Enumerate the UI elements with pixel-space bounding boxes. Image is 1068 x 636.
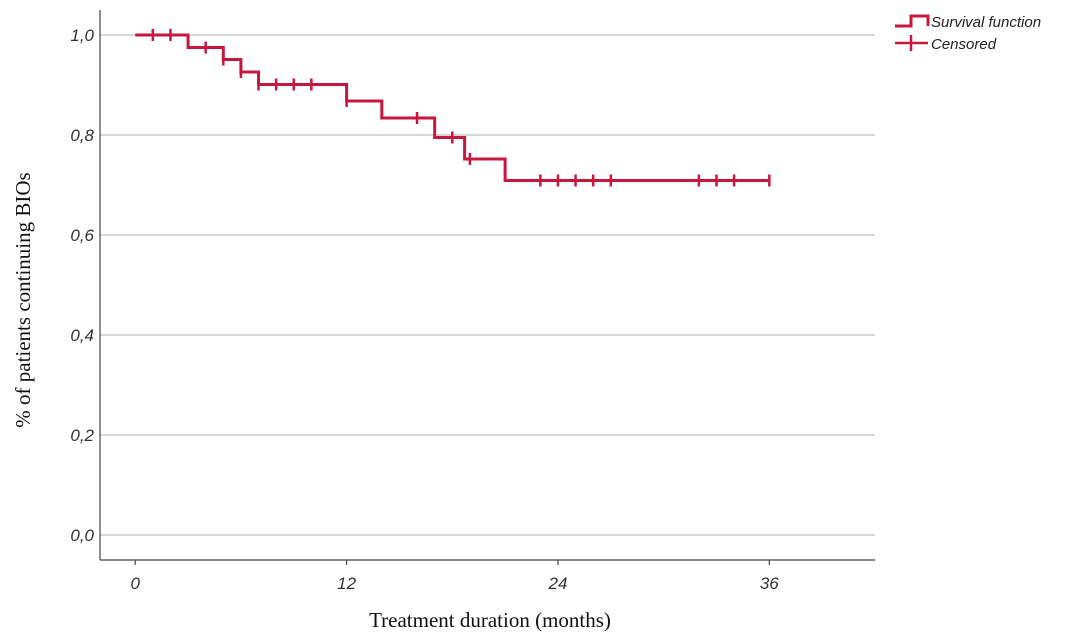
plot-area — [135, 29, 771, 187]
y-axis-title: % of patients continuing BIOs — [11, 172, 35, 427]
legend-survival-swatch — [895, 14, 930, 28]
tick-labels: 0,0 0,2 0,4 0,6 0,8 1,0 0 12 24 36 — [70, 26, 779, 593]
legend-survival-label: Survival function — [931, 14, 1041, 31]
y-tick-label: 0,8 — [70, 126, 94, 145]
x-axis-title: Treatment duration (months) — [369, 608, 611, 632]
grid-lines — [100, 34, 875, 536]
legend-censored-label: Censored — [931, 36, 997, 53]
legend-censored-swatch — [895, 35, 928, 51]
y-tick-label: 0,0 — [70, 526, 94, 545]
x-tick-label: 12 — [337, 574, 356, 593]
x-tick-label: 36 — [760, 574, 779, 593]
x-tick-label: 0 — [130, 574, 140, 593]
axes — [99, 10, 875, 565]
legend: Survival function Censored — [895, 14, 1041, 53]
y-tick-label: 0,6 — [70, 226, 94, 245]
survival-function-line — [135, 33, 770, 182]
y-tick-label: 0,2 — [70, 426, 94, 445]
x-tick-label: 24 — [547, 574, 567, 593]
y-tick-label: 1,0 — [70, 26, 94, 45]
y-tick-label: 0,4 — [70, 326, 94, 345]
